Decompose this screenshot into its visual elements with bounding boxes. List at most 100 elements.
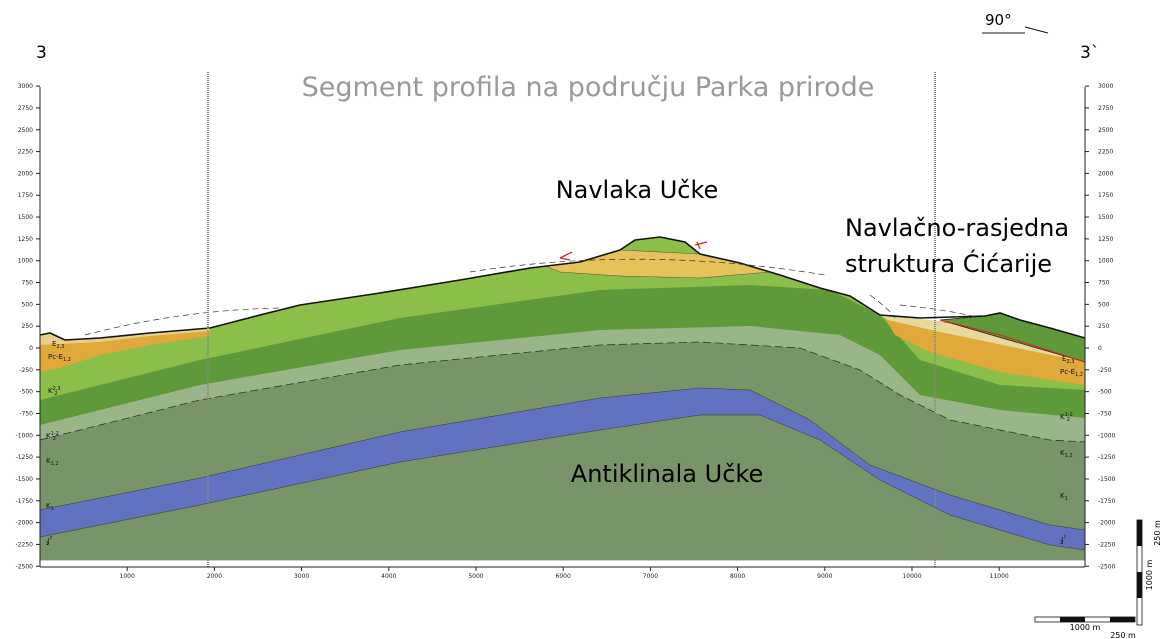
layer-label-base: K (1060, 413, 1065, 421)
layer-label: K1-2 2 (1060, 412, 1073, 423)
layer-label-sup: ? (1063, 535, 1066, 541)
tick-label: 7000 (643, 573, 658, 580)
tick-label: 2250 (1098, 149, 1113, 156)
tick-label: 2750 (18, 105, 33, 112)
layer-label-sub: 1,2 (51, 461, 59, 467)
tick-label: 10000 (902, 573, 921, 580)
tick-label: 500 (1098, 301, 1110, 308)
tick-label: 5000 (468, 573, 483, 580)
tick-label: -2250 (1098, 541, 1116, 548)
profile-mark: 3` (1080, 43, 1099, 63)
scale-label: 1000 m (1145, 559, 1154, 590)
layer-label-base: J (1060, 536, 1063, 544)
tick-label: 1750 (1098, 192, 1113, 199)
layer-label-sub: 1,2 (1065, 453, 1073, 459)
scale-label: 1000 m (1070, 623, 1101, 632)
tick-label: -2000 (16, 520, 34, 527)
layer-label-sub: 2 (1067, 417, 1070, 423)
tick-label: 250 (1098, 323, 1110, 330)
layer-label: K1 (46, 502, 54, 512)
layer-label: J? 3 (1060, 535, 1066, 546)
layer-label-base: J (46, 537, 49, 545)
tick-label: -1250 (16, 454, 34, 461)
tick-label: 1000 (1098, 258, 1113, 265)
tick-label: -2250 (16, 541, 34, 548)
tick-label: -250 (1098, 367, 1112, 374)
layer-label: K1 (1060, 492, 1068, 502)
layer-label-sub: 1 (51, 506, 54, 512)
tick-label: -2000 (1098, 520, 1116, 527)
tick-label: -500 (1098, 389, 1112, 396)
tick-label: -1500 (1098, 476, 1116, 483)
annotation: struktura Ćićarije (845, 248, 1052, 278)
scale-label: 250 m (1110, 631, 1136, 639)
tick-label: -500 (19, 389, 33, 396)
tick-label: 1000 (120, 573, 135, 580)
layer-label: K1,2 (46, 457, 59, 467)
tick-label: 3000 (294, 573, 309, 580)
layer-label: E2,3 (52, 340, 64, 350)
tick-label: -1750 (1098, 498, 1116, 505)
layer-label-base: E (52, 340, 56, 348)
tick-label: 2500 (18, 127, 33, 134)
layer-label: Pc-E1,2 (48, 353, 71, 363)
layer-label-sub: 3 (1060, 540, 1063, 546)
layer-label-sub: 1,2 (1075, 372, 1083, 378)
scale-vertical (1137, 572, 1142, 598)
tick-label: 250 (22, 323, 34, 330)
tick-label: 2250 (18, 149, 33, 156)
layer-label-base: K (46, 502, 51, 510)
layer-label-sup: 2,3 (53, 386, 61, 392)
tick-label: -1250 (1098, 454, 1116, 461)
layer-label: E2,3 (1062, 355, 1074, 365)
scale-vertical (1137, 520, 1142, 546)
tick-label: 9000 (817, 573, 832, 580)
tick-label: 2500 (1098, 127, 1113, 134)
layer-label: K2,3 2 (48, 386, 61, 397)
layer-label-base: K (1060, 492, 1065, 500)
orientation: 90° (985, 11, 1012, 29)
layer-label-sup: 1-2 (1065, 412, 1073, 418)
layer-label-base: Pc-E (1060, 368, 1075, 376)
tick-label: 2000 (207, 573, 222, 580)
tick-label: 2000 (18, 170, 33, 177)
layer-label-base: K (46, 432, 51, 440)
layer-label-base: Pc-E (48, 353, 63, 361)
profile-mark: 3 (36, 43, 47, 63)
layer-label-base: K (46, 457, 51, 465)
scale-bar: 1000 m 250 m 1000 m 250 m (1034, 519, 1162, 639)
layer-label: K1-2 2 (46, 431, 59, 442)
layer-label-sub: 1,2 (63, 357, 71, 363)
scale-horizontal (1060, 617, 1085, 622)
tick-label: -1500 (16, 476, 34, 483)
topography (39, 236, 1086, 341)
tick-label: 750 (22, 280, 34, 287)
tick-label: 11000 (990, 573, 1009, 580)
tick-label: 3000 (1098, 83, 1113, 90)
annotation: Navlačno-rasjedna (845, 214, 1069, 242)
eroded-dashed (84, 258, 981, 336)
layer-label-sub: 1 (1065, 496, 1068, 502)
tick-label: 500 (22, 301, 34, 308)
tick-label: 750 (1098, 280, 1110, 287)
layer-pc-e-left (40, 331, 210, 372)
layer-label-base: K (1060, 449, 1065, 457)
thrust-line (939, 319, 1086, 363)
tick-label: 1750 (18, 192, 33, 199)
orientation-arrow (982, 26, 1049, 34)
tick-label: -1000 (16, 432, 34, 439)
annotation: Navlaka Učke (556, 176, 719, 204)
tick-label: -250 (19, 367, 33, 374)
layer-label-sup: 1-2 (51, 431, 59, 437)
tick-label: -2500 (1098, 563, 1116, 570)
tick-label: 0 (29, 345, 33, 352)
layer-label: K1,2 (1060, 449, 1073, 459)
layer-label-sub: 2 (55, 391, 58, 397)
tick-label: 2000 (1098, 170, 1113, 177)
tick-label: 6000 (556, 573, 571, 580)
layer-label-sub: 3 (46, 541, 49, 547)
tick-label: -1000 (1098, 432, 1116, 439)
layer-label: J? 3 (46, 536, 52, 547)
tick-label: -2500 (16, 563, 34, 570)
